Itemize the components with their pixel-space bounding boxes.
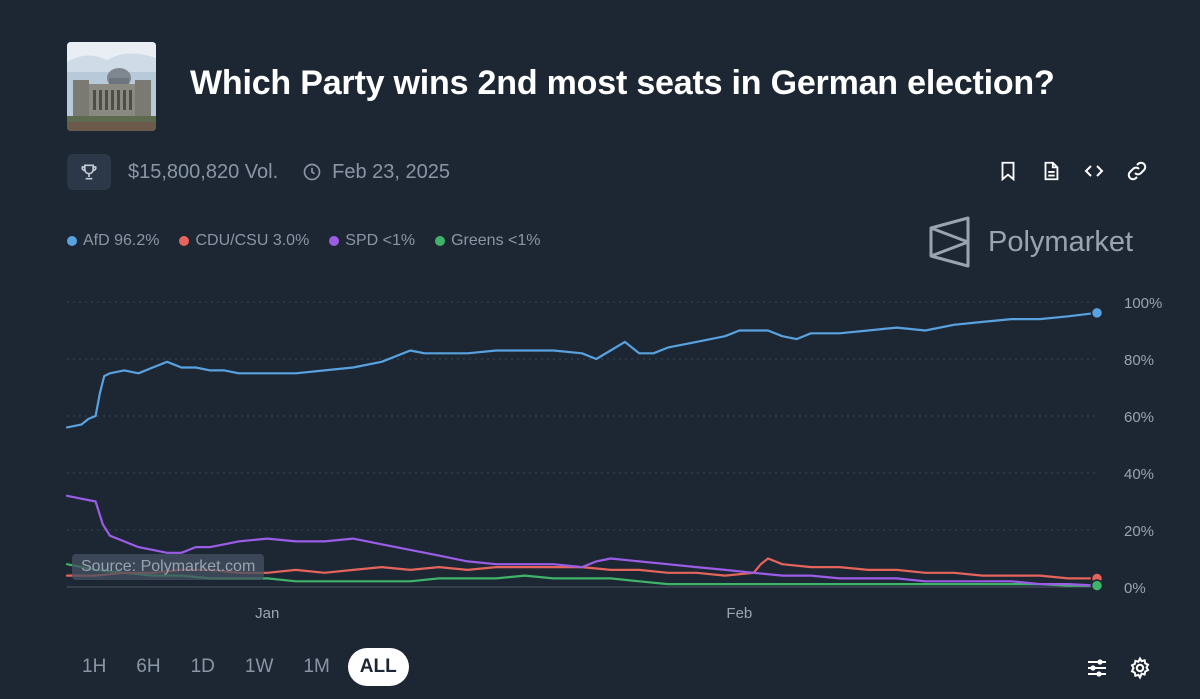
legend-dot-spd [329,236,340,246]
legend-label-greens: Greens <1% [451,232,541,249]
embed-code-icon [1084,165,1104,177]
timeframe-all[interactable]: ALL [347,648,409,686]
market-thumbnail [67,42,156,131]
chart-settings-button[interactable] [1128,656,1152,685]
y-tick-label: 40% [1124,466,1154,483]
legend-label-afd: AfD 96.2% [83,232,160,249]
legend-label-spd: SPD <1% [345,232,416,249]
legend-item-greens[interactable]: Greens <1% [435,232,541,250]
bookmark-icon [1001,161,1015,182]
series-end-markers [1090,306,1104,592]
y-axis-ticks: 100% 80% 60% 40% 20% 0% [1124,295,1162,597]
y-tick-label: 60% [1124,409,1154,426]
trophy-icon [81,164,97,180]
link-icon [1127,161,1147,181]
gear-icon [1130,656,1150,680]
y-tick-label: 80% [1124,352,1154,369]
end-date-text: Feb 23, 2025 [332,160,451,183]
polymarket-brand: Polymarket [928,216,1133,268]
document-button[interactable] [1038,158,1064,184]
x-tick-label: Jan [255,605,279,622]
legend-item-cdu[interactable]: CDU/CSU 3.0% [179,232,309,250]
timeframe-1w[interactable]: 1W [244,656,274,677]
chart-grid [67,301,1097,588]
x-axis-ticks: Jan Feb [255,605,752,622]
legend-dot-afd [67,236,77,246]
y-tick-label: 100% [1124,295,1162,312]
market-meta: $15,800,820 Vol. Feb 23, 2025 [67,154,450,190]
series-line-spd [65,494,1099,587]
y-tick-label: 20% [1124,523,1154,540]
legend-item-spd[interactable]: SPD <1% [329,232,415,250]
volume-text: $15,800,820 Vol. [128,160,279,183]
chart-legend: AfD 96.2% CDU/CSU 3.0% SPD <1% Greens <1… [67,232,541,250]
bookmark-button[interactable] [995,158,1021,184]
timeframe-1h[interactable]: 1H [82,656,107,677]
chart-controls [1084,656,1152,685]
y-tick-label: 0% [1124,580,1146,597]
market-title: Which Party wins 2nd most seats in Germa… [190,64,1055,102]
market-actions [995,158,1150,184]
polymarket-logo-icon [929,216,970,268]
document-icon [1044,161,1059,181]
x-tick-label: Feb [726,605,752,622]
brand-name: Polymarket [988,225,1134,258]
copy-link-button[interactable] [1124,158,1150,184]
legend-item-afd[interactable]: AfD 96.2% [67,232,159,250]
timeframe-1m[interactable]: 1M [303,656,330,677]
clock-icon [303,163,321,181]
chart-filter-button[interactable] [1084,656,1110,685]
series-line-afd [65,311,1099,429]
trophy-button[interactable] [67,154,111,190]
end-marker-greens [1090,579,1104,592]
timeframe-6h[interactable]: 6H [136,656,161,677]
timeframe-selector: 1H 6H 1D 1W 1M ALL [70,648,409,686]
embed-button[interactable] [1081,158,1107,184]
legend-dot-cdu [179,236,190,246]
chart-series [65,311,1099,587]
legend-dot-greens [435,236,446,246]
date-group: Feb 23, 2025 [302,161,450,184]
reichstag-building-image [67,42,156,131]
sliders-icon [1088,659,1106,677]
source-label: Source: Polymarket.com [72,554,265,580]
legend-label-cdu: CDU/CSU 3.0% [195,232,310,249]
end-marker-afd [1090,306,1104,320]
timeframe-1d[interactable]: 1D [190,656,215,677]
